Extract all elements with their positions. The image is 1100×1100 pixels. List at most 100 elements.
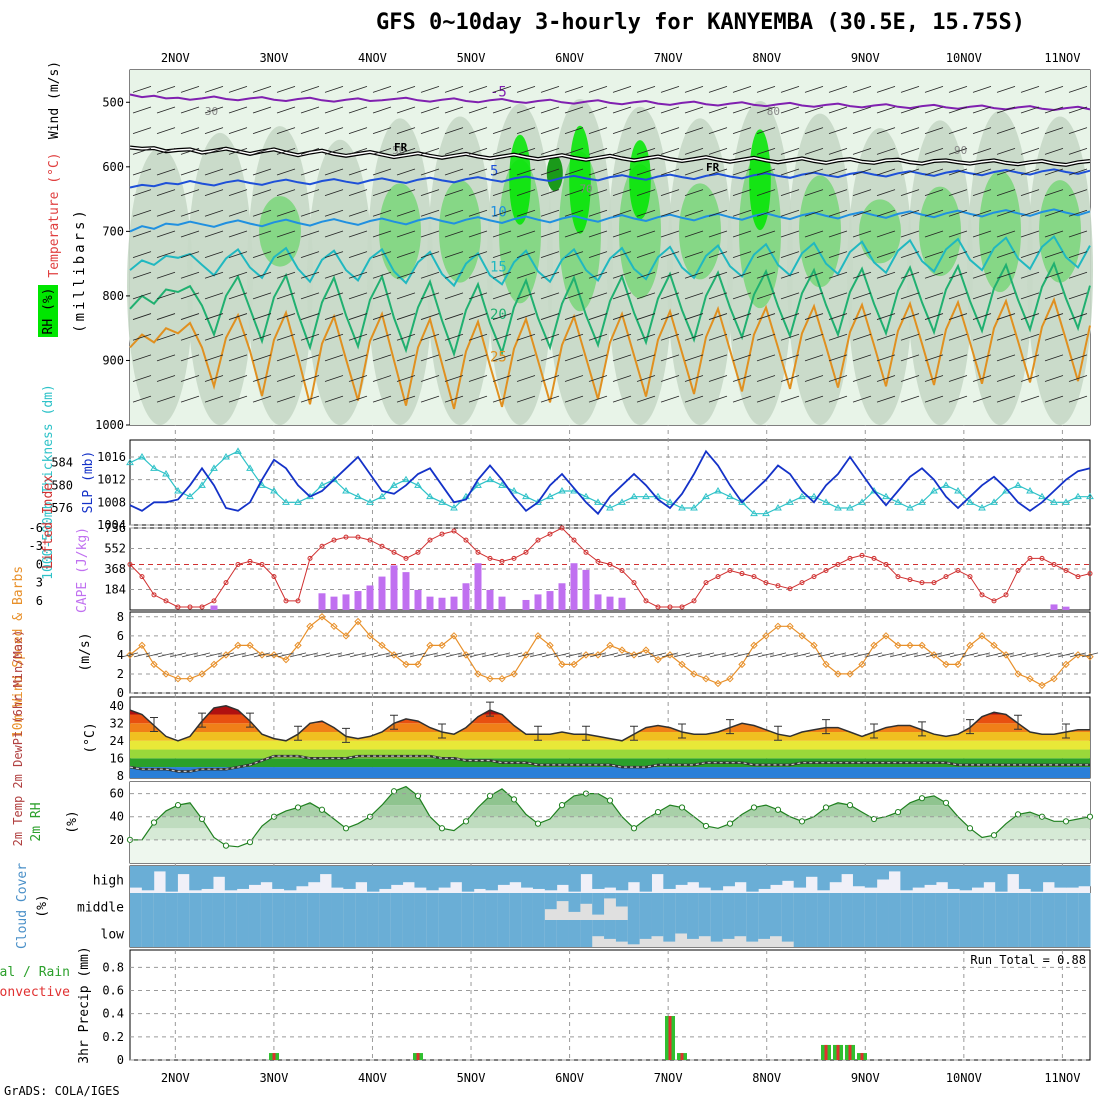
cloud-cell (829, 920, 842, 947)
wind-barb (948, 251, 968, 258)
wind-barb (780, 147, 800, 155)
cloud-cell (177, 893, 190, 920)
wind-barb (348, 395, 368, 403)
wind-tick-label: 6 (117, 629, 124, 643)
wind-barb (900, 292, 920, 300)
wind-speed-marker (366, 632, 374, 640)
wind10m-barb (457, 652, 475, 658)
li-marker (775, 583, 781, 589)
wind-barb (156, 168, 176, 176)
wind-barb (1044, 375, 1064, 382)
thickness-marker (594, 498, 602, 505)
wind-barb (636, 313, 656, 320)
top-time-label: 5NOV (457, 51, 486, 65)
wind-barb (948, 271, 968, 279)
li-marker (499, 558, 505, 564)
wind-barb (684, 251, 704, 258)
wind-barb (396, 147, 416, 155)
thickness-marker (426, 492, 434, 500)
wind-barb (588, 189, 608, 197)
wind-speed-marker (822, 660, 830, 669)
cloud-cell (805, 866, 818, 877)
wind-barb (828, 375, 848, 382)
rh-area-mid (127, 147, 193, 426)
wind-barb (540, 375, 560, 382)
temp-ylabel: (°C) (83, 722, 98, 753)
li-marker (415, 549, 421, 555)
wind-speed-marker (834, 670, 842, 678)
wind-barb (276, 230, 296, 238)
wind-barb (996, 395, 1016, 403)
temp-minmax-bar (870, 723, 878, 739)
wind-barb (900, 313, 920, 320)
wind10m-barb (901, 652, 919, 658)
rh-area-mid (307, 139, 373, 425)
li-marker (523, 549, 529, 555)
cloud-cell (604, 920, 617, 939)
wind-barb (540, 168, 560, 176)
wind-barb (876, 313, 896, 320)
rh-side-label: RH (%) (41, 288, 56, 335)
wind-barb (1020, 127, 1040, 135)
li-marker (979, 592, 985, 598)
cloud-cell (675, 920, 688, 934)
wind10m-barb (577, 652, 595, 658)
precip-tick-label: 0.2 (102, 1030, 124, 1044)
wind-barb (732, 230, 752, 238)
cloud-cell (1007, 893, 1020, 920)
wind-speed-marker (882, 632, 890, 640)
li-marker (295, 598, 301, 604)
cloud-cell (604, 893, 617, 899)
wind-barb (540, 106, 560, 114)
wind-barb (372, 106, 392, 114)
wind-barb (708, 230, 728, 238)
thickness-marker (438, 498, 446, 505)
wind10m-barb (937, 652, 955, 658)
wind-barb (156, 230, 176, 238)
wind-barb (372, 395, 392, 403)
wind-barb (1068, 292, 1088, 300)
wind10m-barb (649, 652, 667, 658)
wind-barb (972, 354, 992, 362)
wind-barb (972, 127, 992, 135)
wind-barb (180, 85, 200, 93)
freezing-level-label: FR (706, 161, 720, 174)
top-time-label: 2NOV (161, 51, 190, 65)
wind-barb (1044, 147, 1064, 155)
wind-barb (636, 85, 656, 93)
cloud-cell (675, 866, 688, 885)
wind-barb (300, 106, 320, 114)
wind-barb (756, 292, 776, 300)
wind-speed-marker (534, 632, 542, 640)
wind-barb (564, 375, 584, 382)
wind-barb (324, 333, 344, 341)
wind-barb (396, 168, 416, 176)
wind-barb (732, 106, 752, 114)
li-marker (571, 537, 577, 543)
cloud-cell (663, 920, 676, 942)
wind-barb (924, 354, 944, 362)
wind-barb (228, 313, 248, 320)
rh-marker (846, 802, 854, 809)
cloud-cell (461, 866, 475, 892)
wind10m-barb (973, 652, 991, 658)
wind-barb (996, 209, 1016, 217)
rh-band-bg (130, 805, 1090, 817)
wind10m-barb (685, 652, 703, 658)
wind-barb (396, 271, 416, 279)
thickness-marker (402, 475, 410, 483)
wind-barb (516, 147, 536, 155)
cape-bar (606, 596, 614, 610)
wind-speed-marker (342, 632, 350, 640)
wind-barb (324, 395, 344, 403)
wind-barb (996, 313, 1016, 320)
wind-barb (468, 168, 488, 176)
wind-barb (444, 209, 464, 217)
wind-barb (924, 292, 944, 300)
wind-barb (708, 168, 728, 176)
cloud-cell (165, 893, 178, 920)
cloud-cell (532, 866, 546, 889)
cloud-cell (959, 920, 972, 947)
wind-barb (1044, 209, 1064, 217)
wind-barb (204, 168, 224, 176)
